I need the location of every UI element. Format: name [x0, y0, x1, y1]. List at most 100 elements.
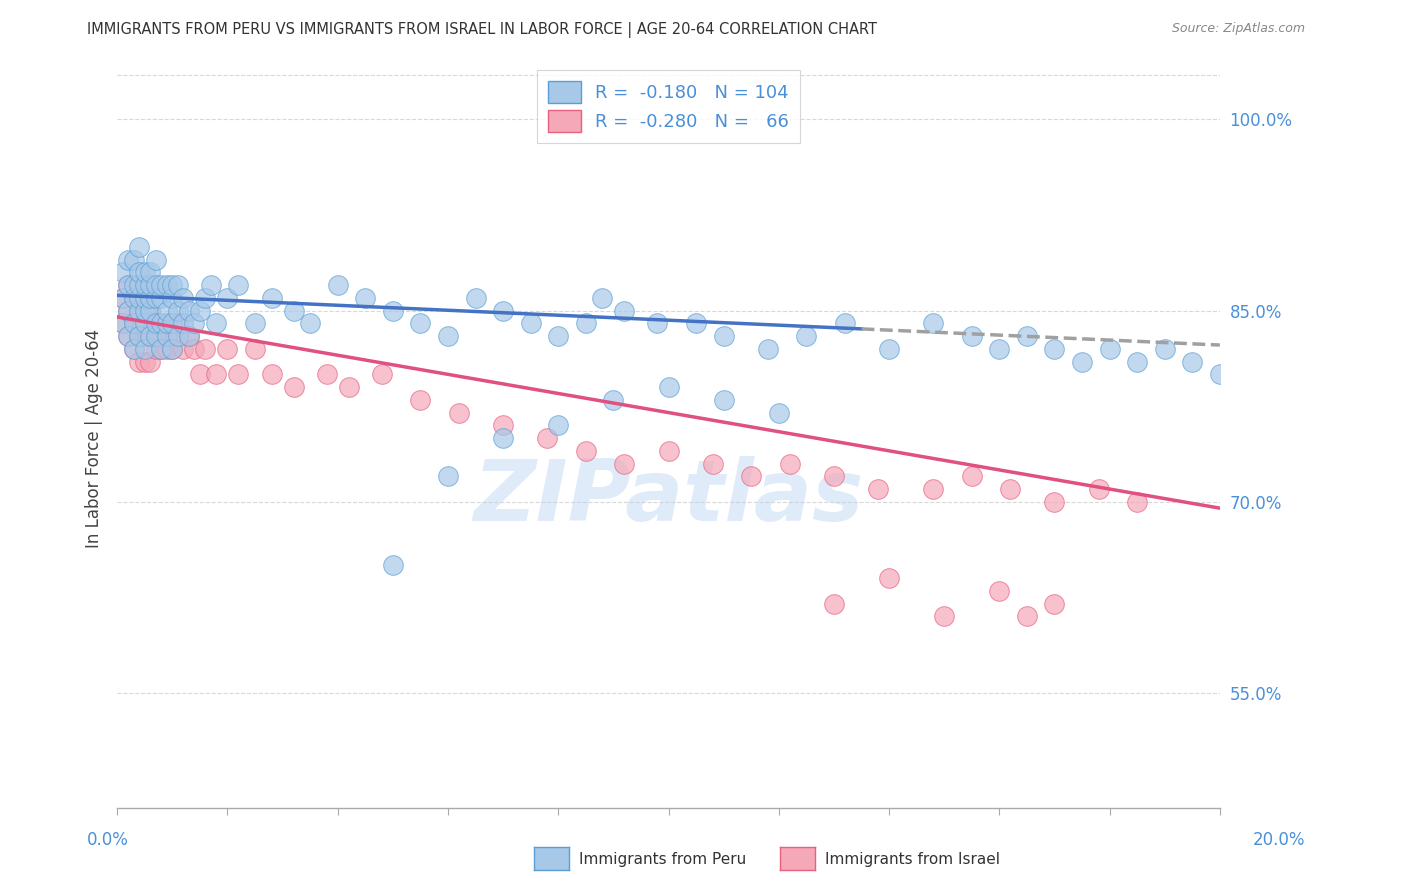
Point: [988, 584, 1011, 599]
Point: [128, 278, 150, 293]
Point: [823, 597, 845, 611]
Point: [166, 317, 188, 331]
Point: [145, 329, 167, 343]
Point: [188, 368, 211, 382]
Text: Immigrants from Peru: Immigrants from Peru: [579, 852, 747, 867]
Point: [613, 457, 636, 471]
Point: [756, 342, 779, 356]
Point: [922, 317, 945, 331]
Point: [145, 291, 167, 305]
Point: [1000, 482, 1022, 496]
Point: [117, 303, 139, 318]
Point: [150, 342, 173, 356]
Point: [150, 291, 173, 305]
Point: [702, 457, 724, 471]
Point: [299, 317, 322, 331]
Point: [713, 392, 735, 407]
Point: [134, 291, 156, 305]
Point: [134, 265, 156, 279]
Point: [139, 278, 162, 293]
Point: [139, 354, 162, 368]
Point: [409, 392, 432, 407]
Point: [613, 303, 636, 318]
Point: [194, 342, 217, 356]
Point: [111, 317, 134, 331]
Point: [228, 368, 250, 382]
Point: [1209, 368, 1232, 382]
Point: [139, 265, 162, 279]
Point: [128, 303, 150, 318]
Point: [823, 469, 845, 483]
Point: [111, 265, 134, 279]
Point: [162, 329, 184, 343]
Point: [575, 443, 598, 458]
Text: IMMIGRANTS FROM PERU VS IMMIGRANTS FROM ISRAEL IN LABOR FORCE | AGE 20-64 CORREL: IMMIGRANTS FROM PERU VS IMMIGRANTS FROM …: [87, 22, 877, 38]
Point: [685, 317, 707, 331]
Point: [177, 303, 200, 318]
Point: [134, 354, 156, 368]
Point: [172, 342, 194, 356]
Point: [134, 329, 156, 343]
Point: [492, 303, 515, 318]
Point: [877, 342, 900, 356]
Point: [960, 329, 983, 343]
Point: [1098, 342, 1121, 356]
Point: [205, 368, 228, 382]
Point: [960, 469, 983, 483]
Legend: R =  -0.180   N = 104, R =  -0.280   N =   66: R = -0.180 N = 104, R = -0.280 N = 66: [537, 70, 800, 143]
Point: [519, 317, 541, 331]
Point: [172, 317, 194, 331]
Point: [177, 329, 200, 343]
Point: [591, 291, 613, 305]
Point: [183, 342, 205, 356]
Point: [260, 368, 283, 382]
Point: [1071, 354, 1094, 368]
Point: [117, 278, 139, 293]
Point: [117, 329, 139, 343]
Point: [647, 317, 669, 331]
Point: [492, 418, 515, 433]
Point: [547, 329, 569, 343]
Point: [128, 329, 150, 343]
Point: [437, 469, 460, 483]
Point: [150, 317, 173, 331]
Point: [768, 406, 790, 420]
Point: [145, 329, 167, 343]
Point: [172, 291, 194, 305]
Point: [122, 252, 145, 267]
Point: [1153, 342, 1175, 356]
Point: [354, 291, 377, 305]
Point: [194, 291, 217, 305]
Point: [283, 303, 305, 318]
Point: [128, 303, 150, 318]
Point: [1043, 342, 1066, 356]
Point: [111, 291, 134, 305]
Point: [145, 342, 167, 356]
Point: [128, 265, 150, 279]
Point: [150, 342, 173, 356]
Point: [1043, 495, 1066, 509]
Point: [315, 368, 337, 382]
Point: [117, 278, 139, 293]
Point: [188, 303, 211, 318]
Point: [464, 291, 486, 305]
Point: [934, 609, 956, 624]
Point: [122, 342, 145, 356]
Point: [200, 278, 222, 293]
Point: [536, 431, 558, 445]
Point: [602, 392, 624, 407]
Point: [156, 317, 179, 331]
Text: Immigrants from Israel: Immigrants from Israel: [825, 852, 1000, 867]
Point: [162, 291, 184, 305]
Point: [283, 380, 305, 394]
Point: [1126, 354, 1149, 368]
Point: [145, 317, 167, 331]
Point: [575, 317, 598, 331]
Point: [139, 291, 162, 305]
Point: [128, 329, 150, 343]
Point: [139, 329, 162, 343]
Text: ZIPatlas: ZIPatlas: [474, 456, 863, 539]
Point: [156, 329, 179, 343]
Point: [779, 457, 801, 471]
Point: [1181, 354, 1204, 368]
